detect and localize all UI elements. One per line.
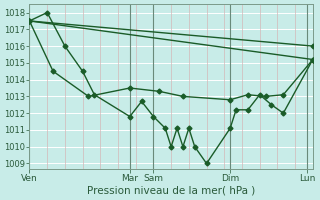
X-axis label: Pression niveau de la mer( hPa ): Pression niveau de la mer( hPa ) (87, 186, 255, 196)
